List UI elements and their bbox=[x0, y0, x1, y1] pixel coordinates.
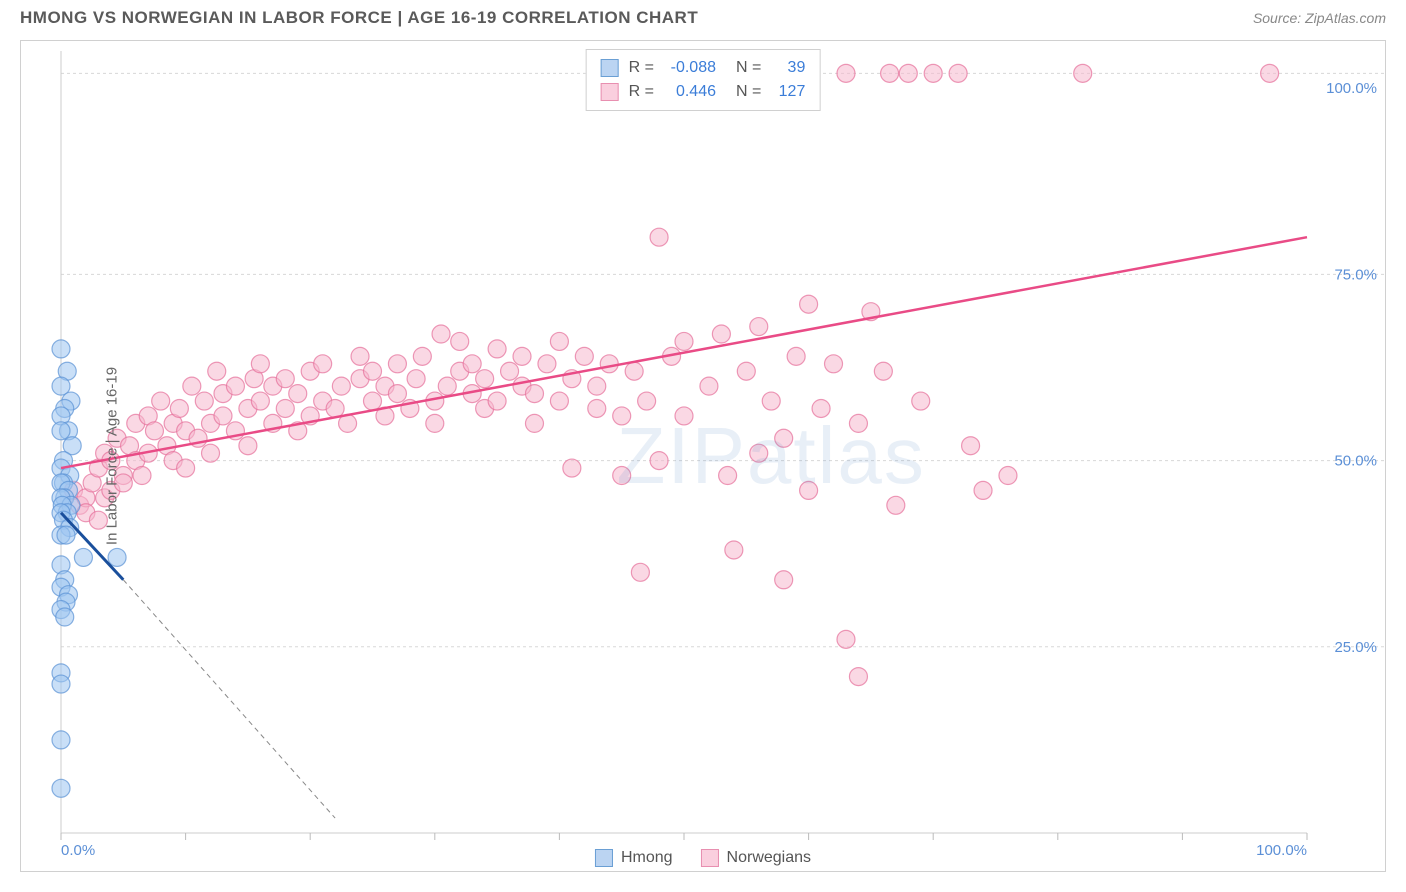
svg-text:25.0%: 25.0% bbox=[1334, 639, 1377, 656]
svg-text:75.0%: 75.0% bbox=[1334, 266, 1377, 283]
series-legend: Hmong Norwegians bbox=[595, 849, 811, 867]
svg-text:50.0%: 50.0% bbox=[1334, 453, 1377, 470]
swatch-pink-icon bbox=[601, 83, 619, 101]
legend-n-label: N = bbox=[736, 56, 761, 80]
swatch-blue-icon bbox=[595, 849, 613, 867]
correlation-legend: R = -0.088 N = 39 R = 0.446 N = 127 bbox=[586, 49, 821, 111]
legend-row-norwegians: R = 0.446 N = 127 bbox=[601, 80, 806, 104]
page-title: HMONG VS NORWEGIAN IN LABOR FORCE | AGE … bbox=[20, 8, 698, 28]
scatter-chart: 25.0% 50.0% 75.0% 100.0% 0.0% 100.0% bbox=[21, 41, 1387, 873]
legend-n-label: N = bbox=[736, 80, 761, 104]
legend-item-norwegians: Norwegians bbox=[701, 849, 811, 867]
svg-text:100.0%: 100.0% bbox=[1326, 80, 1377, 97]
legend-r-value: -0.088 bbox=[664, 56, 716, 80]
legend-row-hmong: R = -0.088 N = 39 bbox=[601, 56, 806, 80]
swatch-pink-icon bbox=[701, 849, 719, 867]
legend-n-value: 39 bbox=[771, 56, 805, 80]
legend-r-value: 0.446 bbox=[664, 80, 716, 104]
source-attribution: Source: ZipAtlas.com bbox=[1253, 10, 1386, 26]
y-axis-label: In Labor Force | Age 16-19 bbox=[104, 367, 121, 545]
chart-container: In Labor Force | Age 16-19 25.0% 50.0% 75.… bbox=[20, 40, 1386, 872]
svg-text:100.0%: 100.0% bbox=[1256, 842, 1307, 859]
legend-label-norwegians: Norwegians bbox=[727, 849, 811, 867]
svg-text:0.0%: 0.0% bbox=[61, 842, 95, 859]
swatch-blue-icon bbox=[601, 59, 619, 77]
legend-label-hmong: Hmong bbox=[621, 849, 673, 867]
legend-n-value: 127 bbox=[771, 80, 805, 104]
legend-r-label: R = bbox=[629, 80, 654, 104]
legend-r-label: R = bbox=[629, 56, 654, 80]
legend-item-hmong: Hmong bbox=[595, 849, 673, 867]
